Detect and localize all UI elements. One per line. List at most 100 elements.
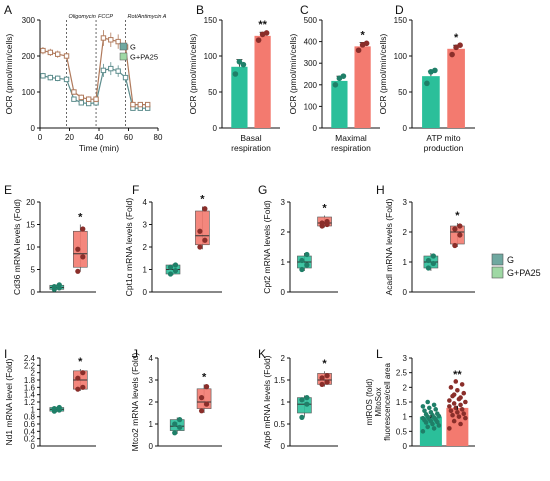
y-tick-label: 4 (143, 198, 148, 207)
y-axis-label: fluorescence/cell area (383, 363, 392, 441)
data-point (455, 387, 460, 393)
data-point (75, 375, 81, 381)
data-point (47, 74, 54, 81)
data-point (80, 384, 86, 390)
panel-L: L 0 0.5 1 1.5 2 2.5 3 mtROS (fold) MitoSox fluores… (365, 347, 475, 451)
data-point (453, 379, 459, 384)
data-point (423, 412, 429, 417)
significance-marker: * (78, 356, 83, 368)
y-tick-label: 2.5 (396, 369, 408, 378)
data-point (461, 411, 467, 417)
data-point (427, 405, 432, 411)
significance-marker: ** (258, 19, 267, 31)
x-tick-label: 80 (154, 133, 163, 142)
data-point (80, 226, 86, 232)
injection-label: Rot/Antimycin A (128, 14, 167, 20)
panel-D: D 0 50 100 150 OCR (pmol/min/cells) * ATP mitop… (378, 3, 475, 153)
y-axis-label: OCR (pmol/min/cells) (378, 33, 388, 114)
data-point (457, 42, 463, 48)
y-tick-label: 0 (149, 442, 154, 451)
data-point (332, 82, 339, 88)
y-tick-label: 1.2 (24, 398, 36, 407)
y-tick-label: 0.6 (24, 420, 36, 429)
x-tick-label: 0 (38, 133, 43, 142)
data-point (63, 76, 70, 83)
data-point (433, 407, 439, 412)
data-point (431, 402, 437, 408)
y-axis-label: mtROS (fold) (365, 378, 374, 425)
data-point (457, 223, 463, 229)
panel-letter: G (258, 183, 267, 197)
data-point (304, 395, 310, 401)
data-point (75, 268, 81, 274)
data-point (85, 96, 92, 102)
legend-swatch-g (491, 253, 504, 266)
panel-letter: C (300, 3, 309, 17)
y-tick-label: 0 (403, 124, 408, 133)
x-axis-label: ATP mito (426, 133, 460, 143)
data-point (75, 246, 81, 252)
data-point (448, 385, 454, 390)
data-point (304, 262, 310, 268)
data-point (432, 67, 438, 74)
data-point (51, 406, 57, 412)
data-point (436, 423, 442, 428)
data-point (299, 414, 305, 420)
y-axis-label: Atp6 mRNA levels (Fold) (262, 355, 272, 448)
y-tick-label: 2 (281, 228, 286, 237)
legend-label: G+PA25 (130, 53, 158, 62)
data-point (56, 404, 62, 411)
data-point (448, 408, 454, 414)
panel-letter: I (4, 347, 7, 361)
data-point (236, 58, 243, 65)
injection-label: FCCP (98, 14, 113, 20)
data-point (340, 73, 347, 79)
y-tick-label: 50 (398, 88, 407, 97)
y-tick-label: 0 (31, 442, 36, 451)
y-tick-label: 1.5 (274, 376, 286, 385)
significance-marker: * (202, 371, 207, 383)
panel-letter: J (132, 347, 138, 361)
data-point (304, 401, 310, 407)
significance-marker: * (360, 29, 365, 41)
data-point (463, 399, 468, 405)
data-point (75, 386, 81, 392)
data-point (449, 51, 455, 58)
data-point (452, 226, 458, 232)
data-point (55, 51, 61, 57)
data-point (167, 264, 174, 270)
y-tick-label: 150 (204, 16, 218, 25)
legend-swatch-pa (491, 266, 504, 279)
data-point (172, 430, 178, 436)
data-point (451, 392, 457, 397)
data-point (263, 30, 270, 36)
y-tick-label: 300 (22, 16, 36, 25)
data-point (451, 401, 457, 406)
data-point (78, 100, 84, 106)
data-point (172, 421, 178, 427)
x-axis-label: respiration (231, 143, 271, 153)
x-axis-label: Time (min) (79, 143, 119, 153)
data-point (55, 75, 61, 82)
y-tick-label: 4 (149, 354, 154, 363)
y-axis-label: OCR (pmol/min/cells) (288, 33, 298, 114)
y-tick-label: 3 (403, 354, 408, 363)
data-point (40, 73, 46, 79)
bar (354, 46, 371, 128)
y-tick-label: 0 (281, 442, 286, 451)
y-axis-label: Cd36 mRNA levels (Fold) (12, 199, 22, 295)
data-point (299, 266, 305, 273)
y-axis-label: Mtco2 mRNA levels (Fold) (130, 352, 140, 451)
data-point (458, 402, 463, 408)
y-tick-label: 400 (304, 38, 318, 47)
y-tick-label: 0.2 (24, 435, 36, 444)
data-point (240, 61, 247, 68)
data-point (122, 74, 129, 81)
panel-C: C 0 100 200 300 400 500 OCR (pmol/min/cells) * Ma… (288, 3, 380, 153)
data-point (452, 242, 458, 249)
significance-marker: * (322, 203, 327, 215)
y-tick-label: 1 (149, 420, 154, 429)
legend-label-pa: G+PA25 (507, 268, 541, 278)
x-axis-label: production (424, 143, 464, 153)
